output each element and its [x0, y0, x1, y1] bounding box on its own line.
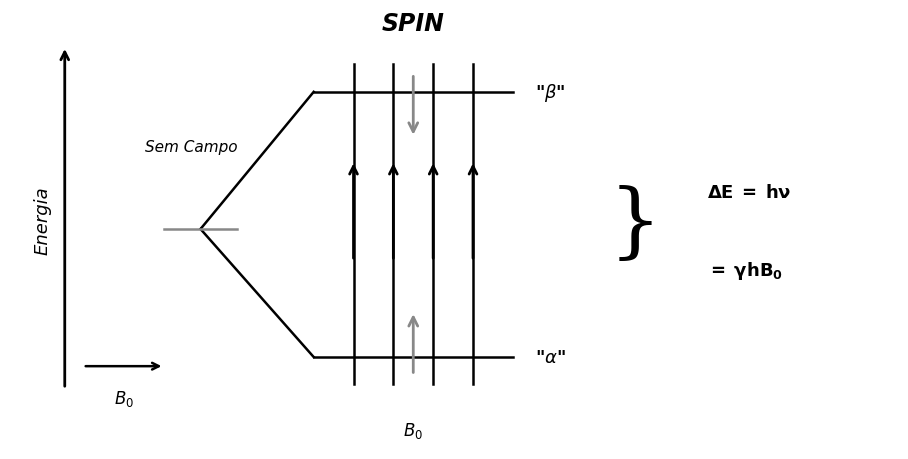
Text: Sem Campo: Sem Campo	[145, 140, 238, 155]
Text: $\mathbf{\Delta E}$$\mathbf{\; = \; h\nu}$: $\mathbf{\Delta E}$$\mathbf{\; = \; h\nu…	[707, 184, 792, 202]
Text: SPIN: SPIN	[382, 12, 445, 36]
Text: $\mathbf{= \; \gamma h B_0}$: $\mathbf{= \; \gamma h B_0}$	[707, 260, 784, 281]
Text: }: }	[608, 185, 662, 265]
Text: $B_0$: $B_0$	[114, 388, 133, 409]
Text: "$\alpha$": "$\alpha$"	[536, 348, 567, 366]
Text: $B_0$: $B_0$	[403, 420, 423, 440]
Text: "$\beta$": "$\beta$"	[536, 82, 566, 104]
Text: Energia: Energia	[33, 186, 51, 255]
